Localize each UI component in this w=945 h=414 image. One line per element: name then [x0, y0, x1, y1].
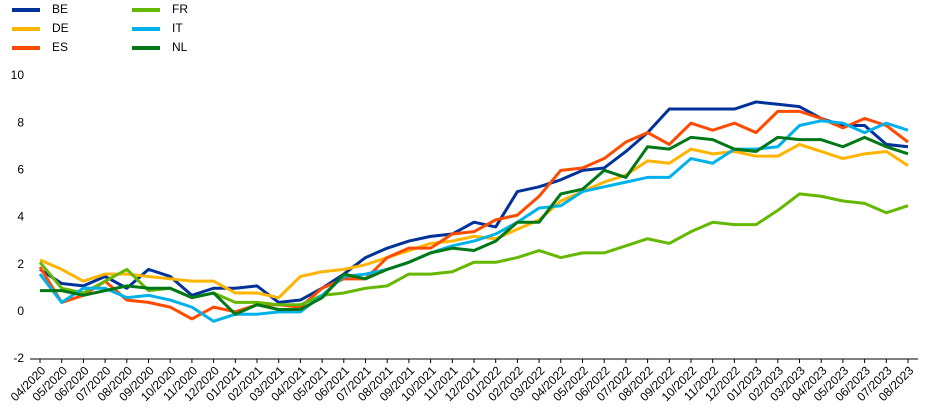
y-tick-label: 0 — [17, 304, 24, 318]
y-tick-label: -2 — [13, 351, 24, 365]
line-series — [38, 109, 909, 321]
y-tick-label: 8 — [17, 115, 24, 129]
legend-label: NL — [172, 40, 188, 54]
y-tick-label: 10 — [11, 68, 25, 82]
y-tick-label: 2 — [17, 257, 24, 271]
legend-label: FR — [172, 2, 188, 16]
legend-label: ES — [52, 40, 68, 54]
y-tick-label: 4 — [17, 210, 24, 224]
legend-label: BE — [52, 2, 68, 16]
legend-label: DE — [52, 21, 69, 35]
line-series — [39, 100, 909, 304]
line-series — [40, 135, 909, 316]
y-tick-label: 6 — [17, 163, 24, 177]
legend-label: IT — [172, 21, 183, 35]
line-series — [39, 142, 909, 300]
